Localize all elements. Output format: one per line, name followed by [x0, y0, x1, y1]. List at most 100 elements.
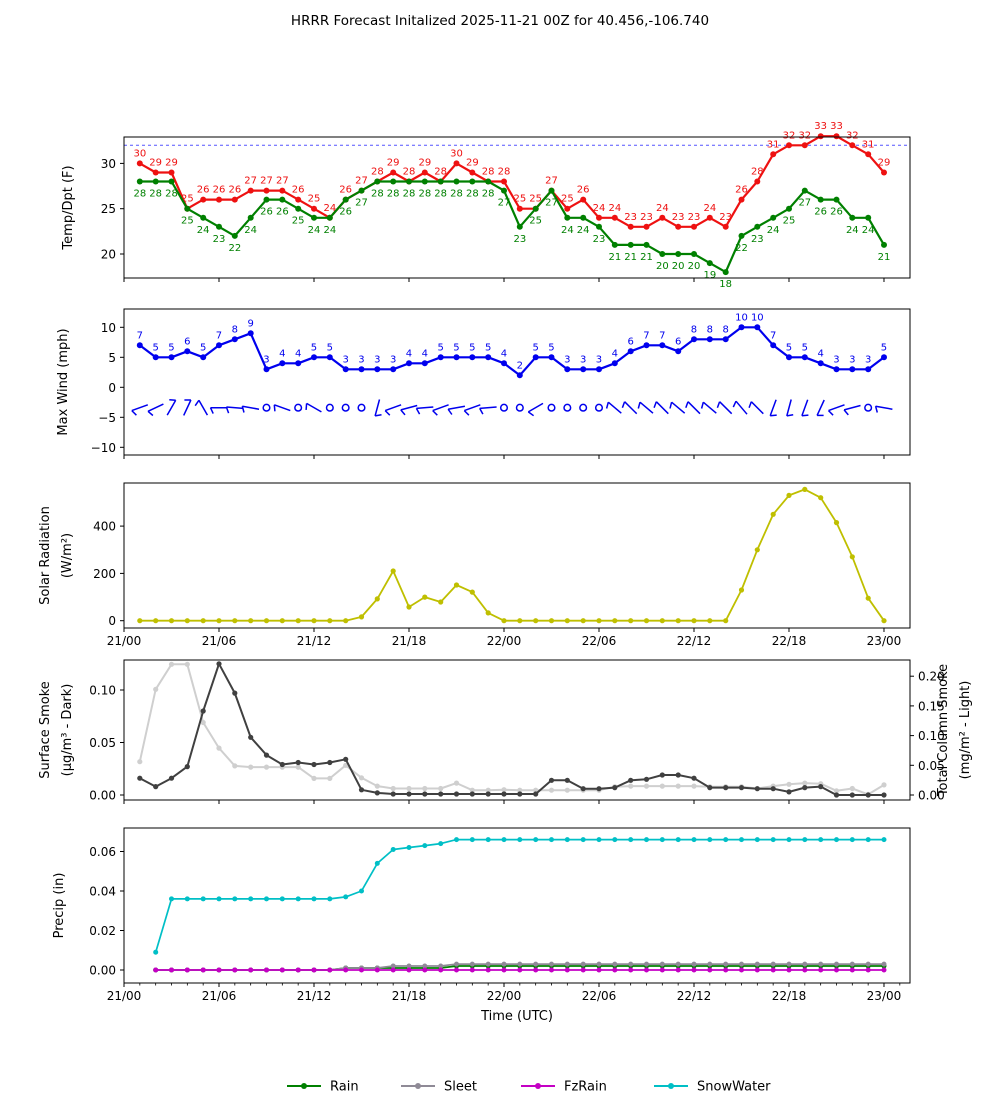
svg-text:(mg/m² - Light): (mg/m² - Light) [958, 681, 973, 780]
svg-text:−10: −10 [91, 441, 116, 455]
svg-text:28: 28 [466, 189, 479, 200]
calm-wind-icon [499, 403, 509, 412]
calm-wind-icon [547, 403, 556, 412]
svg-text:10: 10 [101, 321, 116, 335]
svg-text:20: 20 [101, 248, 116, 262]
svg-text:0.10: 0.10 [89, 684, 116, 698]
svg-text:3: 3 [263, 354, 269, 365]
wind-y-axis: −10 −5 0 5 10 Max Wind (mph) [56, 321, 124, 455]
svg-text:(µg/m³ - Dark): (µg/m³ - Dark) [60, 684, 75, 777]
svg-text:25: 25 [513, 194, 526, 205]
svg-text:5: 5 [327, 342, 333, 353]
snowwater-markers [153, 837, 887, 955]
svg-text:23: 23 [624, 212, 637, 223]
calm-wind-icon [864, 403, 873, 412]
svg-text:29: 29 [466, 157, 479, 168]
svg-text:28: 28 [387, 189, 400, 200]
svg-text:21: 21 [640, 252, 653, 263]
svg-text:5: 5 [532, 342, 538, 353]
legend-item-rain: Rain [287, 1080, 359, 1095]
svg-text:21/18: 21/18 [392, 634, 427, 648]
svg-text:22/06: 22/06 [582, 989, 617, 1003]
chart-title: HRRR Forecast Initalized 2025-11-21 00Z … [290, 13, 710, 29]
svg-text:21: 21 [878, 252, 891, 263]
svg-text:26: 26 [577, 185, 590, 196]
svg-text:23: 23 [593, 234, 606, 245]
svg-text:24: 24 [846, 225, 859, 236]
svg-text:5: 5 [168, 342, 174, 353]
svg-text:27: 27 [276, 176, 289, 187]
svg-text:30: 30 [133, 148, 146, 159]
svg-text:24: 24 [323, 225, 336, 236]
svg-text:20: 20 [656, 261, 669, 272]
svg-text:28: 28 [482, 167, 495, 178]
svg-text:4: 4 [295, 348, 301, 359]
svg-text:4: 4 [422, 348, 428, 359]
calm-wind-icon [341, 403, 350, 412]
svg-text:0.15: 0.15 [918, 699, 945, 713]
svg-text:5: 5 [437, 342, 443, 353]
svg-text:29: 29 [149, 157, 162, 168]
svg-text:23: 23 [640, 212, 653, 223]
svg-text:28: 28 [149, 189, 162, 200]
wind-barb-icon [432, 404, 449, 412]
svg-text:29: 29 [165, 157, 178, 168]
svg-text:7: 7 [659, 330, 665, 341]
svg-text:27: 27 [798, 198, 811, 209]
svg-text:5: 5 [881, 342, 887, 353]
svg-text:32: 32 [846, 130, 859, 141]
legend-item-snowwater: SnowWater [654, 1080, 771, 1095]
svg-text:3: 3 [833, 354, 839, 365]
svg-text:0: 0 [108, 614, 116, 628]
precip-y-axis: 0.00 0.02 0.04 0.06 Precip (in) [52, 845, 124, 978]
svg-text:22/06: 22/06 [582, 634, 617, 648]
legend-item-sleet: Sleet [401, 1080, 477, 1095]
wind-barb-icon [655, 401, 669, 415]
svg-text:5: 5 [152, 342, 158, 353]
wind-barb-icon [607, 401, 622, 414]
svg-text:Rain: Rain [330, 1080, 359, 1095]
wind-barb-icon [306, 402, 322, 413]
wind-barb-icon [843, 404, 861, 411]
svg-text:23: 23 [688, 212, 701, 223]
svg-text:Temp/Dpt (F): Temp/Dpt (F) [61, 165, 76, 250]
wind-barb-icon [226, 406, 244, 410]
calm-wind-icon [594, 403, 604, 412]
svg-text:0.00: 0.00 [89, 964, 116, 978]
svg-text:28: 28 [371, 167, 384, 178]
solar_radiation-markers [137, 486, 887, 624]
wind-barb-icon [671, 401, 686, 414]
svg-text:4: 4 [406, 348, 412, 359]
svg-text:31: 31 [767, 139, 780, 150]
wind-barb-icon [786, 399, 792, 417]
svg-text:27: 27 [260, 176, 273, 187]
wind-barb-icon [750, 401, 764, 415]
svg-text:7: 7 [770, 330, 776, 341]
svg-text:23: 23 [213, 234, 226, 245]
svg-text:26: 26 [339, 185, 352, 196]
svg-text:0.04: 0.04 [89, 885, 116, 899]
calm-wind-icon [515, 403, 524, 412]
wind-barb-icon [719, 401, 733, 415]
svg-text:4: 4 [612, 348, 618, 359]
wind-frame [123, 308, 911, 456]
svg-text:2: 2 [517, 360, 523, 371]
precip-x-axis: 21/00 21/06 21/12 21/18 22/00 22/06 22/12 22/18… [107, 983, 901, 1024]
svg-text:5: 5 [548, 342, 554, 353]
svg-text:5: 5 [311, 342, 317, 353]
wind-barb-icon [416, 406, 434, 410]
calm-wind-icon [579, 403, 588, 412]
svg-text:10: 10 [735, 312, 748, 323]
svg-text:5: 5 [485, 342, 491, 353]
svg-text:9: 9 [247, 318, 253, 329]
svg-text:26: 26 [228, 185, 241, 196]
svg-text:26: 26 [814, 207, 827, 218]
svg-text:20: 20 [688, 261, 701, 272]
svg-text:24: 24 [197, 225, 210, 236]
svg-text:7: 7 [216, 330, 222, 341]
total_column_smoke-markers [137, 661, 887, 798]
